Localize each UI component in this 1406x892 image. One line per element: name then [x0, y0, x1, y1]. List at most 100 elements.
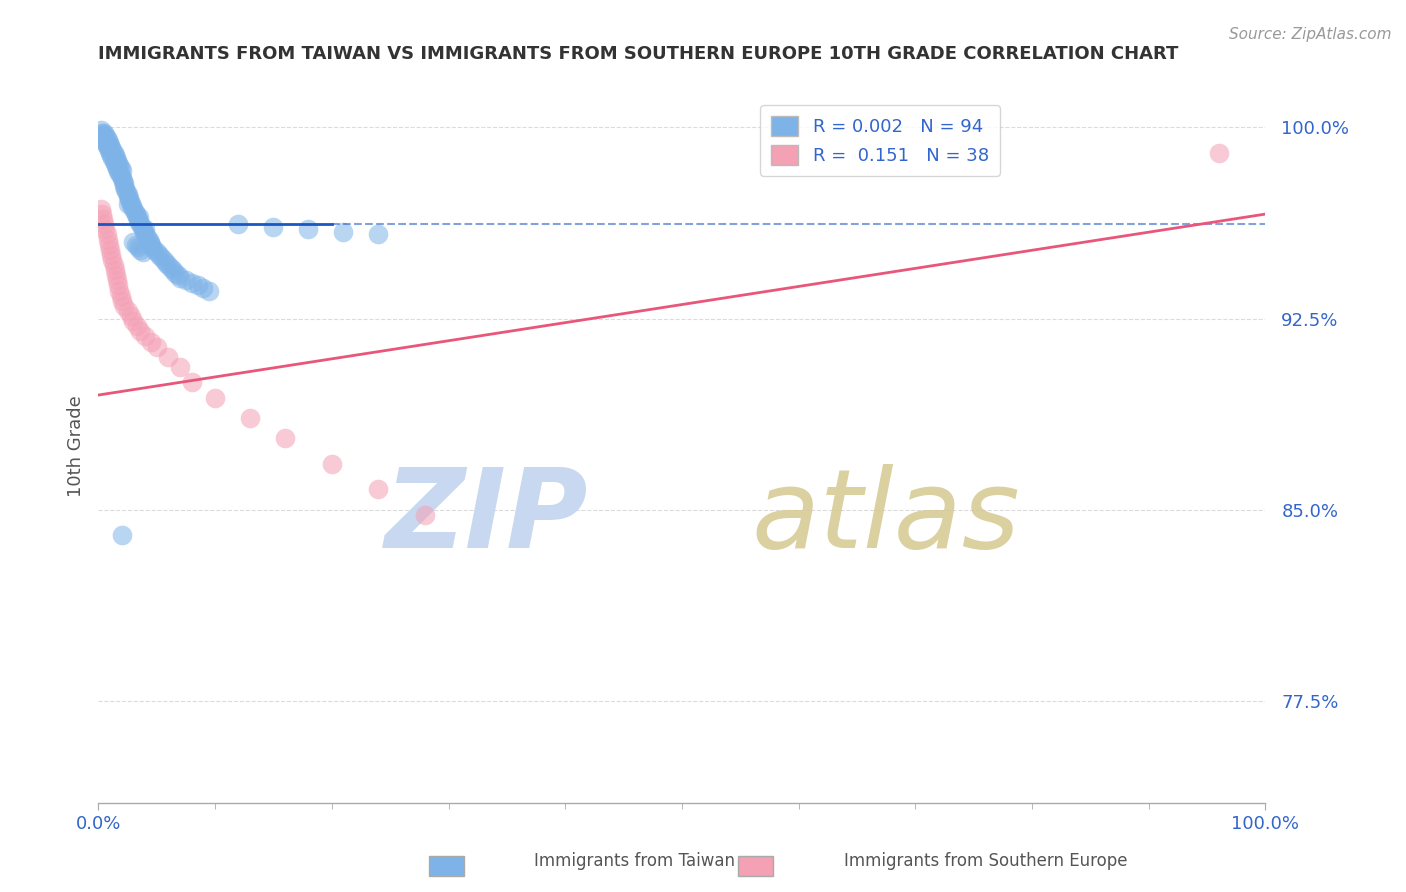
- Point: [367, 483, 389, 497]
- Point: [100, 141, 122, 155]
- Point: [141, 240, 163, 254]
- Point: [120, 197, 142, 211]
- Point: [104, 148, 127, 162]
- Point: [98, 243, 121, 257]
- Point: [169, 270, 191, 285]
- Point: [129, 217, 152, 231]
- Point: [125, 319, 148, 334]
- Point: [262, 219, 284, 234]
- Point: [94, 136, 117, 150]
- Point: [117, 304, 139, 318]
- Point: [104, 263, 127, 277]
- Point: [90, 202, 112, 216]
- Point: [136, 230, 159, 244]
- Point: [112, 179, 135, 194]
- Point: [127, 212, 149, 227]
- Text: Immigrants from Southern Europe: Immigrants from Southern Europe: [844, 852, 1128, 870]
- Point: [101, 252, 124, 267]
- Point: [103, 258, 125, 272]
- Point: [112, 177, 135, 191]
- Point: [146, 245, 169, 260]
- Point: [180, 376, 202, 390]
- Point: [90, 123, 112, 137]
- Point: [114, 181, 136, 195]
- Point: [187, 278, 209, 293]
- Point: [128, 215, 150, 229]
- Point: [111, 528, 134, 542]
- Point: [111, 174, 134, 188]
- Point: [91, 212, 114, 227]
- Point: [117, 186, 139, 201]
- Point: [110, 288, 132, 302]
- Point: [148, 248, 170, 262]
- Point: [155, 255, 177, 269]
- Point: [107, 156, 129, 170]
- Point: [101, 144, 124, 158]
- Point: [94, 128, 117, 142]
- Point: [122, 202, 145, 216]
- Point: [111, 171, 134, 186]
- Text: IMMIGRANTS FROM TAIWAN VS IMMIGRANTS FROM SOUTHERN EUROPE 10TH GRADE CORRELATION: IMMIGRANTS FROM TAIWAN VS IMMIGRANTS FRO…: [98, 45, 1178, 62]
- Point: [132, 222, 155, 236]
- Point: [332, 225, 354, 239]
- Point: [180, 276, 202, 290]
- Point: [138, 233, 160, 247]
- Point: [104, 156, 127, 170]
- Point: [120, 309, 142, 323]
- Point: [108, 284, 131, 298]
- Point: [91, 130, 114, 145]
- Text: ZIP: ZIP: [385, 464, 589, 571]
- Point: [104, 151, 127, 165]
- Point: [122, 235, 145, 249]
- Point: [97, 133, 120, 147]
- Point: [166, 268, 188, 283]
- Point: [124, 204, 146, 219]
- Point: [165, 266, 187, 280]
- Point: [105, 161, 128, 176]
- Point: [105, 273, 128, 287]
- Point: [93, 217, 115, 231]
- Point: [193, 281, 215, 295]
- Point: [274, 431, 297, 445]
- Point: [100, 148, 122, 162]
- Point: [321, 457, 343, 471]
- Point: [118, 192, 141, 206]
- Point: [91, 128, 114, 142]
- Point: [139, 235, 162, 249]
- Point: [297, 222, 319, 236]
- Point: [129, 243, 152, 257]
- Point: [90, 207, 112, 221]
- Point: [104, 159, 127, 173]
- Point: [103, 153, 125, 168]
- Point: [146, 340, 169, 354]
- Point: [90, 126, 112, 140]
- Point: [101, 151, 124, 165]
- Point: [150, 251, 173, 265]
- Point: [105, 153, 128, 168]
- Point: [96, 227, 118, 242]
- Point: [107, 278, 129, 293]
- Point: [115, 184, 138, 198]
- Point: [157, 258, 180, 272]
- Point: [96, 130, 118, 145]
- Point: [122, 314, 145, 328]
- Point: [127, 240, 149, 254]
- Point: [100, 248, 122, 262]
- Point: [93, 133, 115, 147]
- Point: [125, 207, 148, 221]
- Point: [174, 273, 197, 287]
- Text: atlas: atlas: [752, 464, 1021, 571]
- Point: [104, 268, 127, 283]
- Point: [228, 217, 250, 231]
- Point: [98, 138, 121, 153]
- Point: [139, 334, 162, 349]
- Legend: R = 0.002   N = 94, R =  0.151   N = 38: R = 0.002 N = 94, R = 0.151 N = 38: [761, 105, 1000, 176]
- Point: [132, 225, 155, 239]
- Point: [97, 136, 120, 150]
- Point: [97, 233, 120, 247]
- Point: [108, 159, 131, 173]
- Point: [139, 237, 162, 252]
- Point: [367, 227, 389, 242]
- Text: Immigrants from Taiwan: Immigrants from Taiwan: [534, 852, 735, 870]
- Point: [143, 243, 166, 257]
